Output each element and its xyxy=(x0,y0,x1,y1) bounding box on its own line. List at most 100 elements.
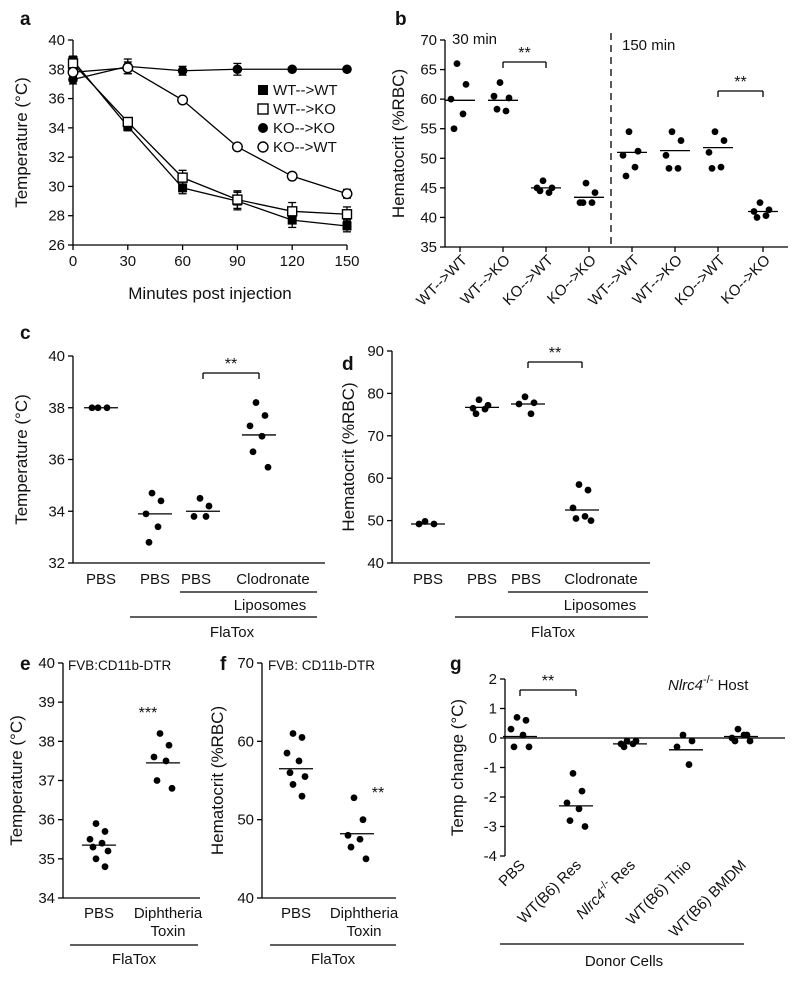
data-point-b xyxy=(588,199,596,207)
y-tick-label-g: -2 xyxy=(484,789,497,806)
y-tick-label-a: 32 xyxy=(48,149,65,166)
data-point-g xyxy=(578,787,586,795)
data-point-b xyxy=(705,148,713,156)
legend-marker-a xyxy=(258,123,268,133)
y-tick-label-a: 30 xyxy=(48,178,65,195)
panel-label-d: d xyxy=(342,354,354,375)
series-line-a xyxy=(72,62,348,215)
data-point-g xyxy=(746,737,754,745)
y-tick-label-e: 34 xyxy=(38,890,55,907)
data-point-a xyxy=(67,66,79,78)
data-point-a xyxy=(341,188,353,200)
x-tick-label-a: 120 xyxy=(280,253,305,270)
panel-label-g: g xyxy=(450,654,462,675)
y-tick-label-e: 36 xyxy=(38,812,55,829)
data-point-d xyxy=(575,481,583,488)
data-point-c xyxy=(145,538,153,546)
data-point-b xyxy=(622,172,630,180)
data-point-c xyxy=(258,432,266,440)
data-point-e xyxy=(168,784,176,792)
data-point-g xyxy=(522,716,530,724)
data-point-b xyxy=(708,164,716,172)
y-tick-label-a: 26 xyxy=(48,237,65,254)
x-tick-label-f: Diphtheria xyxy=(330,905,399,922)
data-point-g xyxy=(685,761,693,768)
data-point-b xyxy=(674,164,682,172)
data-point-b xyxy=(720,137,728,144)
y-tick-label-b: 35 xyxy=(420,239,437,256)
y-tick-label-g: -3 xyxy=(484,819,497,836)
legend-marker-a xyxy=(257,141,269,153)
data-point-e xyxy=(86,835,94,843)
x-tick-label-g: PBS xyxy=(496,857,529,890)
y-tick-label-g: 1 xyxy=(489,701,497,718)
y-tick-label-b: 60 xyxy=(420,91,437,108)
data-point-a xyxy=(122,62,134,74)
data-point-g xyxy=(513,713,521,721)
data-point-f xyxy=(301,773,309,780)
data-point-d xyxy=(469,404,477,412)
data-point-b xyxy=(493,105,501,113)
y-tick-label-f: 40 xyxy=(237,890,254,907)
x-tick-label-a: 0 xyxy=(69,253,77,270)
data-point-a xyxy=(178,183,188,193)
y-tick-label-b: 45 xyxy=(420,180,437,197)
data-point-d xyxy=(521,393,529,401)
x-tick-label-e: PBS xyxy=(84,905,114,922)
data-point-g xyxy=(581,823,589,830)
data-point-f xyxy=(347,843,355,851)
y-tick-label-a: 34 xyxy=(48,120,65,137)
group-label-c: Liposomes xyxy=(234,597,307,614)
data-point-f xyxy=(344,831,352,839)
x-tick-label-c: PBS xyxy=(86,571,116,588)
y-tick-label-b: 55 xyxy=(420,121,437,138)
data-point-a xyxy=(341,209,353,220)
y-tick-label-g: -1 xyxy=(484,760,497,777)
panel-label-f: f xyxy=(220,654,227,675)
data-point-c xyxy=(154,523,162,531)
x-tick-label-a: 90 xyxy=(229,253,246,270)
data-point-b xyxy=(459,110,467,118)
data-point-c xyxy=(249,448,257,456)
data-point-d xyxy=(584,486,592,494)
legend-marker-a xyxy=(258,85,268,95)
x-tick-label-c: Clodronate xyxy=(236,571,309,588)
data-point-a xyxy=(342,64,352,75)
x-tick-label-c: PBS xyxy=(140,571,170,588)
significance-e: *** xyxy=(139,705,158,722)
y-tick-label-e: 39 xyxy=(38,694,55,711)
group-label-e: FlaTox xyxy=(112,951,157,968)
data-point-e xyxy=(104,847,112,855)
data-point-b xyxy=(756,199,764,207)
data-point-a xyxy=(232,194,243,205)
series-line-a xyxy=(72,60,348,227)
panel-label-a: a xyxy=(20,9,31,30)
data-point-c xyxy=(148,489,156,497)
data-point-g xyxy=(620,743,628,751)
y-tick-label-e: 40 xyxy=(38,655,55,672)
data-point-b xyxy=(665,164,673,172)
group-label-f: FlaTox xyxy=(311,951,356,968)
chart-title-g: Nlrc4-/- Host xyxy=(668,674,749,694)
significance-d: ** xyxy=(549,345,561,362)
data-point-b xyxy=(582,179,590,187)
data-point-b xyxy=(591,189,599,196)
legend-label-a: KO-->KO xyxy=(273,120,335,137)
data-point-b xyxy=(505,94,513,102)
panel-label-b: b xyxy=(395,9,407,30)
y-tick-label-f: 70 xyxy=(237,655,254,672)
y-axis-label-g: Temp change (°C) xyxy=(448,699,467,836)
data-point-a xyxy=(287,64,298,75)
data-point-g xyxy=(623,737,631,745)
x-tick-label-e: Toxin xyxy=(150,923,185,940)
data-point-d xyxy=(587,517,595,524)
data-point-f xyxy=(289,730,297,737)
data-point-g xyxy=(679,731,687,739)
panel-label-e: e xyxy=(20,654,31,675)
data-point-f xyxy=(298,734,306,741)
y-tick-label-e: 38 xyxy=(38,733,55,750)
y-tick-label-d: 80 xyxy=(367,385,384,402)
legend-label-a: WT-->KO xyxy=(273,101,336,118)
series-line-a xyxy=(72,67,348,195)
